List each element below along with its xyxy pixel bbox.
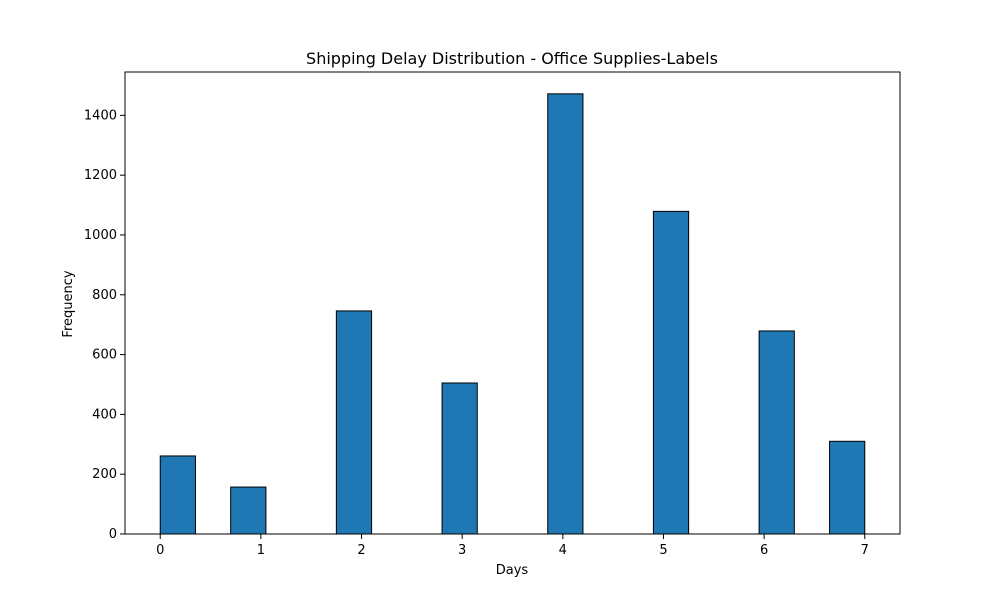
y-tick-label: 1000	[84, 228, 117, 243]
y-tick-label: 400	[92, 407, 117, 422]
x-tick-label: 3	[458, 543, 466, 558]
histogram-bar	[829, 440, 866, 535]
chart-title: Shipping Delay Distribution - Office Sup…	[306, 49, 718, 68]
x-tick-label: 6	[760, 543, 768, 558]
histogram-bar	[159, 455, 196, 535]
bars-layer	[159, 93, 866, 535]
x-tick-label: 0	[156, 543, 164, 558]
plot-frame	[124, 71, 901, 535]
x-tick-label: 1	[257, 543, 265, 558]
y-tick-label: 0	[109, 527, 117, 542]
histogram-bar	[230, 486, 267, 535]
histogram-bar	[758, 330, 795, 535]
x-axis-label: Days	[496, 563, 529, 578]
axes-layer: 0 1 2 3 4 5 6 7 0 200 400 600 800 1000 1200 1400	[84, 71, 901, 558]
y-axis-label: Frequency	[61, 270, 76, 337]
x-tick-label: 2	[357, 543, 365, 558]
x-tick-label: 5	[659, 543, 667, 558]
histogram-bar	[652, 210, 690, 535]
y-tick-label: 1200	[84, 168, 117, 183]
histogram-bar	[547, 93, 584, 535]
histogram-bar	[335, 310, 373, 535]
y-tick-label: 200	[92, 467, 117, 482]
y-tick-label: 600	[92, 348, 117, 363]
y-tick-label: 800	[92, 288, 117, 303]
y-tick-label: 1400	[84, 108, 117, 123]
histogram-bar	[441, 382, 478, 535]
x-tick-label: 4	[559, 543, 567, 558]
x-tick-label: 7	[861, 543, 869, 558]
